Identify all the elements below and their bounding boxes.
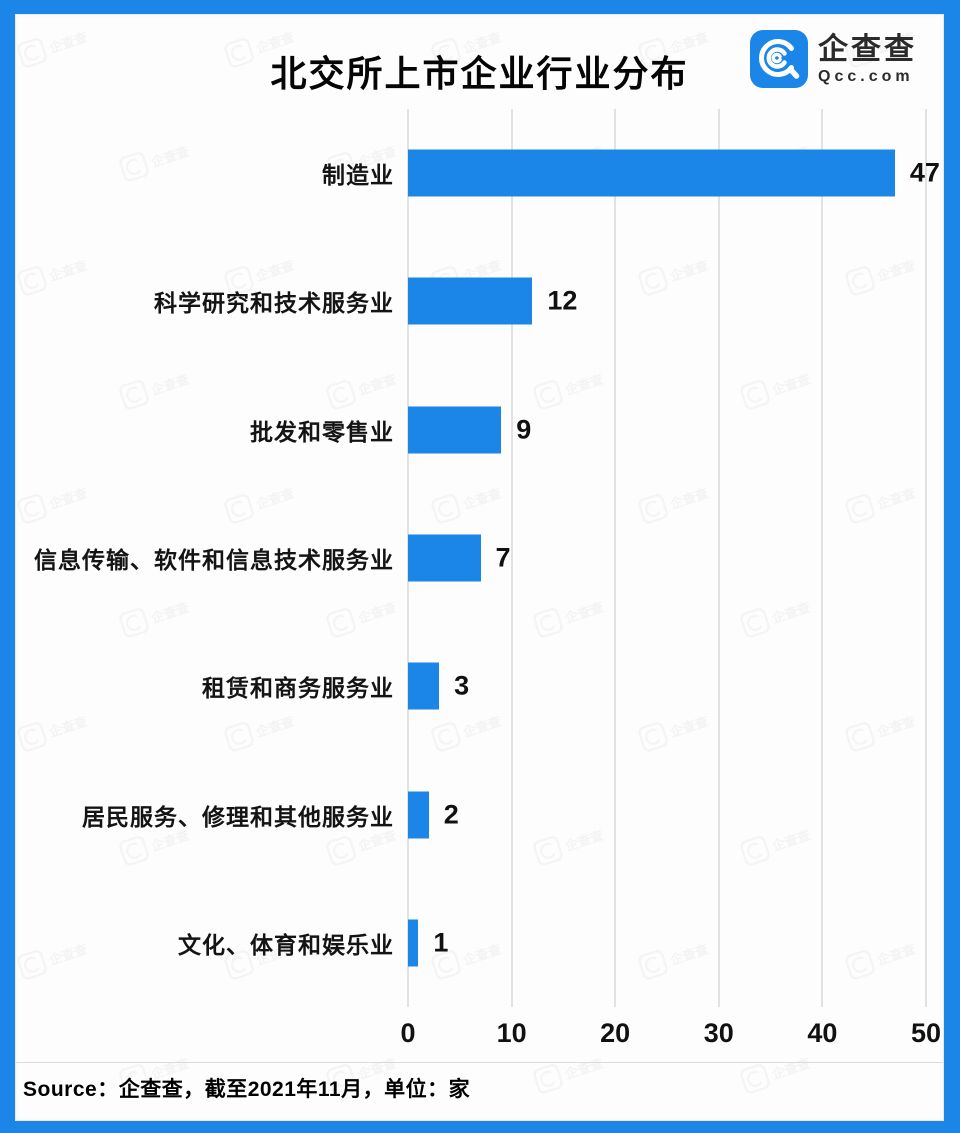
bar [408,534,481,582]
qcc-logo-domain: Qcc.com [818,67,914,85]
bar-value-label: 2 [443,799,459,830]
grid-line-x10 [510,109,513,1007]
bar-category-label: 制造业 [322,162,394,189]
bar-row: 居民服务、修理和其他服务业 2 [16,750,943,878]
bar-value-label: 12 [547,285,578,316]
qcc-logo: 企查查 Qcc.com [750,30,917,88]
page-title: 北交所上市企业行业分布 [270,53,689,94]
bar [408,662,440,710]
qcc-logo-text: 企查查 Qcc.com [818,33,917,86]
bar-category-label: 科学研究和技术服务业 [154,290,394,317]
qcc-logo-icon [750,30,808,88]
x-tick-label-50: 50 [910,1018,942,1048]
bar [408,919,419,967]
x-tick-label-0: 0 [400,1018,416,1048]
bar-category-label: 信息传输、软件和信息技术服务业 [34,546,394,573]
bar-value-label: 47 [909,157,940,188]
grid-line-x30 [717,109,720,1007]
bar [408,406,502,454]
x-tick-label-30: 30 [703,1018,734,1048]
bar [408,277,533,325]
bar-row: 制造业 47 [16,109,943,237]
qcc-logo-name: 企查查 [818,32,917,66]
bar-row: 文化、体育和娱乐业 1 [16,879,943,1007]
bar-row: 科学研究和技术服务业 12 [16,237,943,365]
x-tick-label-20: 20 [600,1018,631,1048]
x-tick-label-10: 10 [496,1018,527,1048]
bar-value-label: 7 [495,542,511,573]
bar-value-label: 1 [433,927,449,958]
bar-category-label: 批发和零售业 [250,418,394,445]
x-tick-label-40: 40 [807,1018,838,1048]
chart-area: 0 10 20 30 40 50 制造业 47 科学研究和技术服务业 12 批发和零售业 9 信息传输、… [16,15,943,1120]
grid-line-x20 [614,109,617,1007]
bar-category-label: 居民服务、修理和其他服务业 [82,803,394,830]
bar-row: 租赁和商务服务业 3 [16,622,943,750]
bar [408,149,895,197]
grid-line-x50 [925,109,927,1007]
source-note: Source：企查查，截至2021年11月，单位：家 [23,1078,471,1101]
chart-card: 企查查 企查查 企查查 企查查 企查查 企查查 企查查 企查查 企查查 企查查 企查查 企查查 企查查企… [15,14,944,1121]
bar-row: 批发和零售业 9 [16,366,943,494]
bar-category-label: 租赁和商务服务业 [202,675,394,702]
bar-row: 信息传输、软件和信息技术服务业 7 [16,494,943,622]
bar [408,791,429,839]
grid-line-x40 [821,109,824,1007]
bar-value-label: 9 [516,414,532,445]
footer-divider [16,1062,943,1063]
bar-category-label: 文化、体育和娱乐业 [178,931,394,958]
bar-value-label: 3 [454,670,470,701]
